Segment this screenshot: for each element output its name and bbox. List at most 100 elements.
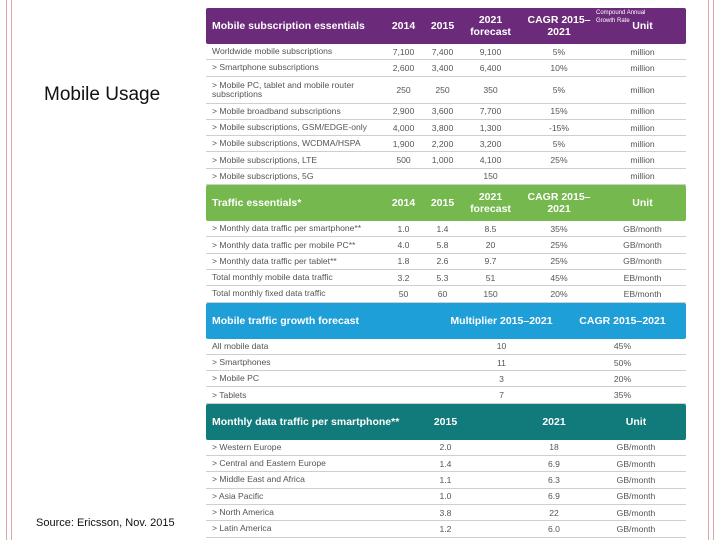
growth-row: All mobile data 10 45%	[206, 339, 686, 355]
left-decorative-border	[6, 0, 12, 540]
value-2015: 5.8	[436, 240, 449, 251]
value-cagr: 35%	[550, 223, 568, 234]
value-2014: 3.2	[397, 272, 410, 283]
value-2015: 1.4	[436, 223, 449, 234]
subscriptions-row: > Smartphone subscriptions 2,600 3,400 6,40…	[206, 60, 686, 77]
value-cagr: 25%	[550, 240, 568, 251]
regional-header: Monthly data traffic per smartphone** 20…	[206, 403, 686, 440]
value-forecast: 8.5	[484, 223, 497, 234]
value-cagr: 45%	[613, 341, 632, 352]
value-forecast: 51	[485, 272, 496, 283]
value-unit: EB/month	[623, 272, 662, 283]
value-cagr: 10%	[550, 62, 568, 73]
value-multiplier: 7	[499, 390, 504, 401]
row-label: Total monthly fixed data traffic	[212, 288, 326, 299]
value-unit: GB/month	[623, 256, 662, 267]
row-label: > Middle East and Africa	[212, 474, 305, 485]
value-unit: GB/month	[616, 523, 656, 534]
row-label: > Mobile subscriptions, GSM/EDGE-only	[212, 122, 367, 133]
row-label: > Central and Eastern Europe	[212, 458, 326, 469]
value-cagr: 25%	[550, 155, 568, 166]
subscriptions-row: Worldwide mobile subscriptions 7,100 7,400…	[206, 44, 686, 61]
value-cagr: 50%	[613, 357, 632, 368]
row-label: > Monthly data traffic per mobile PC**	[212, 239, 356, 250]
value-2014: 7,100	[392, 46, 415, 57]
value-2015: 60	[437, 288, 448, 299]
regional-row: > Western Europe 2.0 18 GB/month	[206, 440, 686, 457]
value-unit: million	[630, 171, 655, 182]
subscriptions-rows: Worldwide mobile subscriptions 7,100 7,400…	[206, 44, 686, 186]
growth-rows: All mobile data 10 45% > Smartphones 11 50% > …	[206, 339, 686, 404]
value-forecast: 350	[483, 84, 498, 95]
value-2015: 1.1	[439, 474, 452, 485]
value-2015: 1.0	[439, 491, 452, 502]
regional-header-label: Monthly data traffic per smartphone**	[212, 415, 400, 428]
growth-header-multiplier: Multiplier 2015–2021	[450, 314, 553, 327]
value-2015: 3,400	[431, 62, 454, 73]
row-label: > Latin America	[212, 523, 272, 534]
value-unit: million	[630, 138, 655, 149]
traffic-header-unit: Unit	[632, 197, 653, 210]
value-2015: 250	[435, 84, 450, 95]
growth-header-label: Mobile traffic growth forecast	[212, 314, 360, 327]
traffic-rows: > Monthly data traffic per smartphone** 1…	[206, 221, 686, 303]
value-unit: EB/month	[623, 288, 662, 299]
value-2015: 3,800	[431, 122, 454, 133]
row-label: > Smartphone subscriptions	[212, 62, 319, 73]
traffic-row: Total monthly mobile data traffic 3.2 5.3 5…	[206, 270, 686, 287]
growth-row: > Smartphones 11 50%	[206, 355, 686, 372]
value-forecast: 1,300	[479, 122, 502, 133]
subscriptions-header-unit: Unit	[632, 20, 653, 32]
value-2014: 2,600	[392, 62, 415, 73]
value-cagr: 20%	[550, 288, 568, 299]
value-unit: million	[630, 155, 655, 166]
growth-header: Mobile traffic growth forecast Multiplie…	[206, 302, 686, 339]
value-unit: million	[630, 106, 655, 117]
value-2014: 50	[398, 288, 409, 299]
value-2021: 18	[549, 442, 559, 453]
value-multiplier: 11	[497, 357, 506, 368]
traffic-row: Total monthly fixed data traffic 50 60 150 2…	[206, 286, 686, 303]
value-cagr: 5%	[552, 46, 566, 57]
value-unit: million	[630, 84, 655, 95]
traffic-row: > Monthly data traffic per smartphone** 1…	[206, 221, 686, 238]
subscriptions-header-2014: 2014	[391, 20, 416, 32]
value-2015: 2.0	[439, 442, 452, 453]
value-cagr: 20%	[613, 373, 632, 384]
value-unit: GB/month	[616, 474, 656, 485]
traffic-header-label: Traffic essentials*	[212, 197, 302, 210]
value-forecast: 4,100	[479, 155, 502, 166]
value-2021: 6.9	[548, 491, 560, 502]
regional-rows: > Western Europe 2.0 18 GB/month > Central a…	[206, 440, 686, 538]
row-label: > Mobile broadband subscriptions	[212, 105, 341, 116]
source-caption: Source: Ericsson, Nov. 2015	[36, 517, 175, 529]
value-unit: GB/month	[616, 507, 656, 518]
value-2014: 2,900	[392, 106, 415, 117]
slide-title: Mobile Usage	[44, 84, 161, 105]
value-forecast: 7,700	[479, 106, 502, 117]
traffic-row: > Monthly data traffic per mobile PC** 4.…	[206, 237, 686, 254]
row-label: Worldwide mobile subscriptions	[212, 46, 333, 57]
value-forecast: 20	[485, 240, 496, 251]
value-2014: 500	[396, 155, 411, 166]
regional-row: > Central and Eastern Europe 1.4 6.9 GB/mon…	[206, 456, 686, 473]
regional-header-2015: 2015	[433, 415, 458, 428]
value-cagr: 35%	[613, 390, 632, 401]
traffic-row: > Monthly data traffic per tablet** 1.8 2.…	[206, 254, 686, 270]
regional-row: > Asia Pacific 1.0 6.9 GB/month	[206, 489, 686, 505]
value-2021: 6.9	[548, 458, 560, 469]
value-2014: 250	[396, 84, 411, 95]
value-2015: 2,200	[431, 138, 454, 149]
value-2014: 1.8	[397, 256, 410, 267]
value-forecast: 3,200	[479, 138, 502, 149]
value-2014: 1,900	[392, 138, 415, 149]
row-label: > Mobile subscriptions, LTE	[212, 154, 318, 165]
ericsson-data-table: Mobile subscription essentials 2014 2015…	[206, 8, 686, 540]
value-forecast: 150	[483, 171, 498, 182]
row-label: > Asia Pacific	[212, 490, 264, 501]
value-unit: million	[630, 62, 655, 73]
subscriptions-header: Mobile subscription essentials 2014 2015…	[206, 8, 686, 44]
value-2021: 6.0	[548, 523, 560, 534]
row-label: > Mobile PC, tablet and mobile router su…	[212, 79, 355, 99]
value-2015: 3.8	[439, 507, 452, 518]
